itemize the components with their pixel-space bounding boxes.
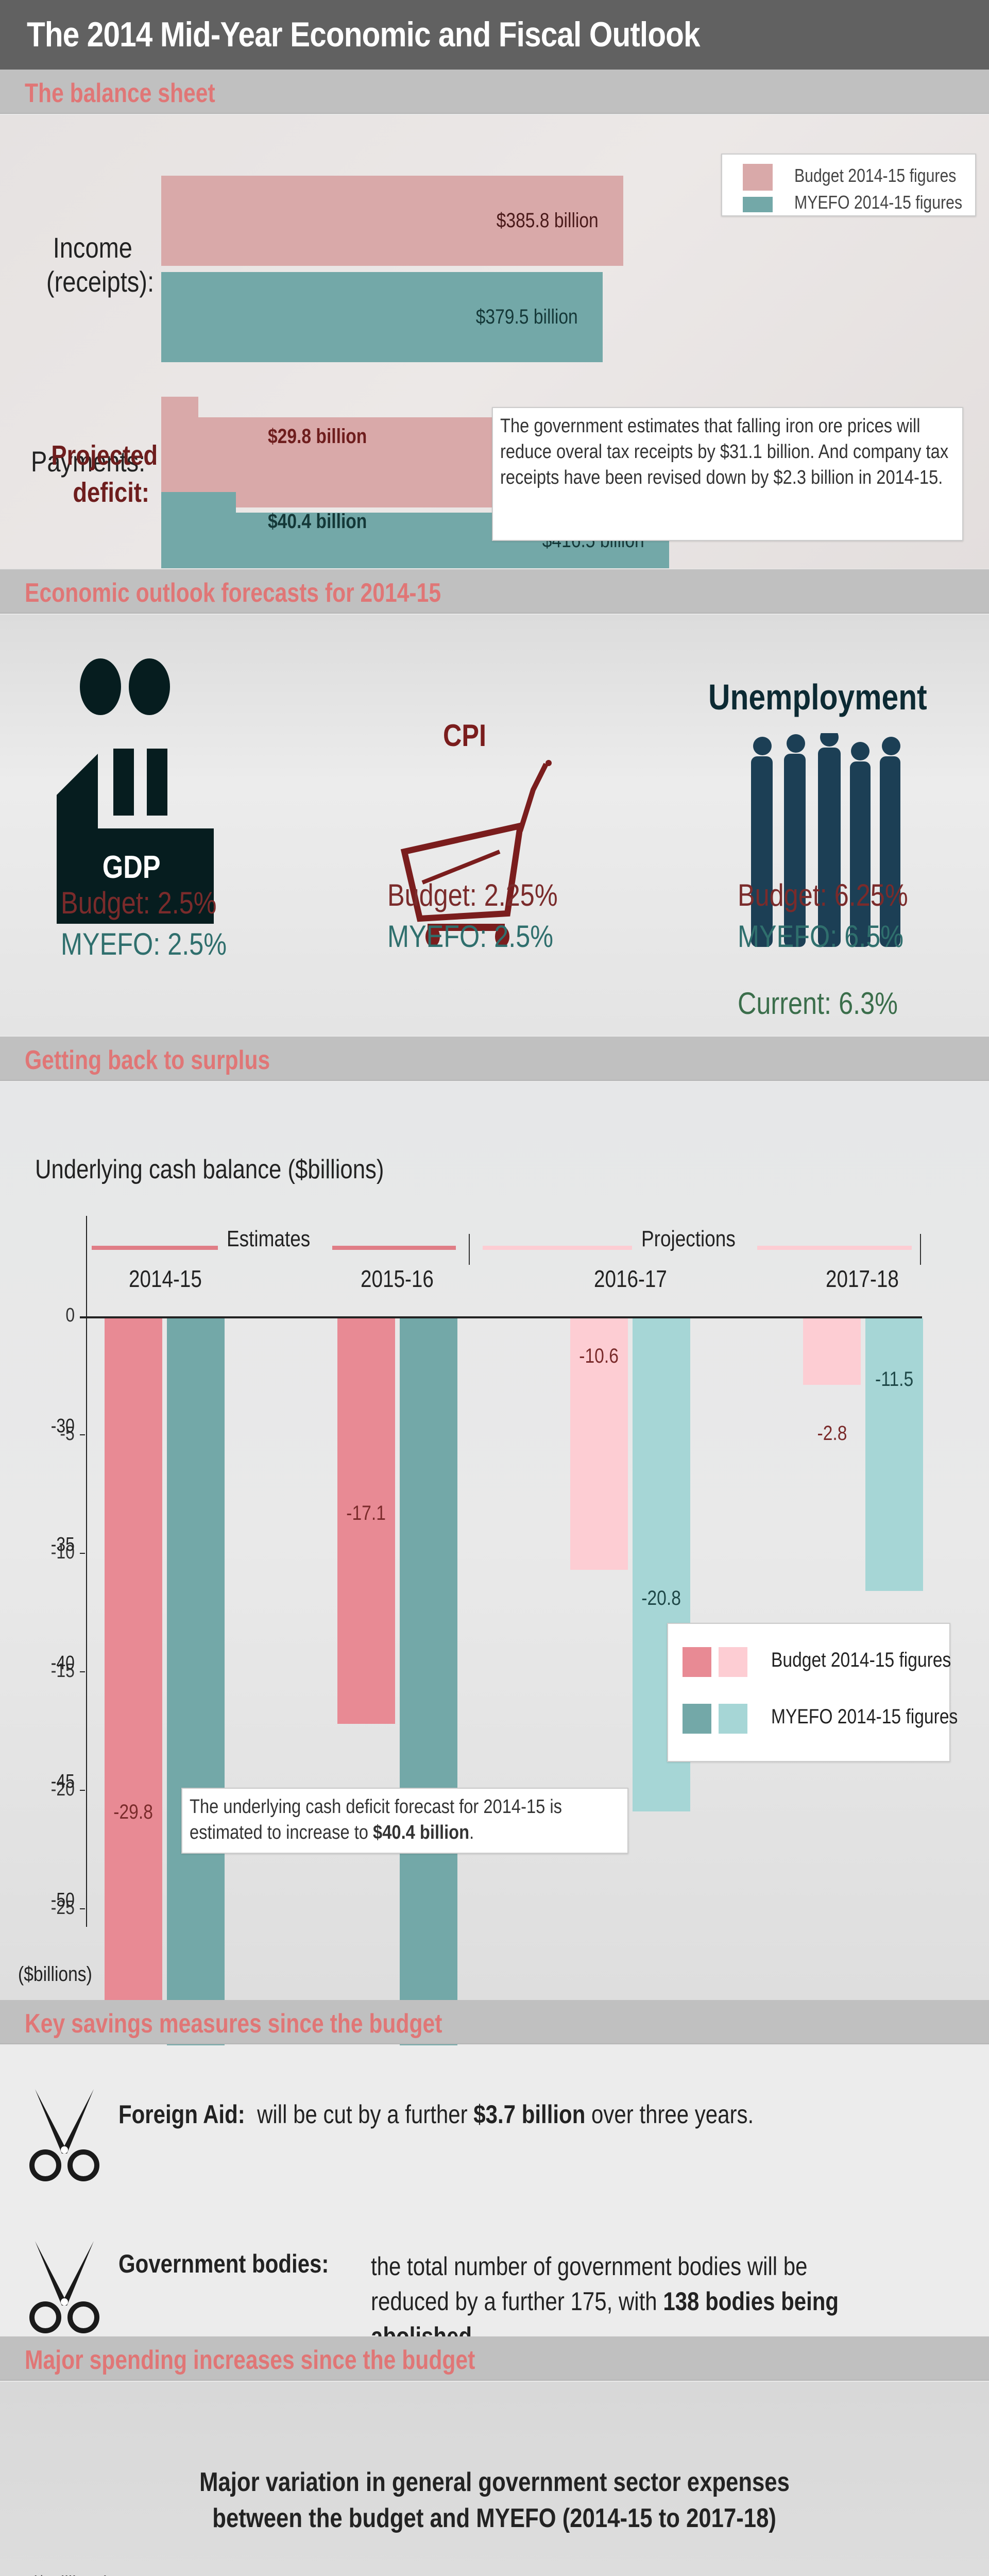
deficit-myefo-bar [161,492,236,567]
zero-line [80,1316,922,1318]
bar-2017-18-myefo [865,1318,923,1591]
surplus-legend-myefo: MYEFO 2014-15 figures [771,1705,958,1728]
shopping-cart-icon [400,760,552,947]
estimates-label: Estimates [227,1226,311,1251]
section-header-economic-outlook: Economic outlook forecasts for 2014-15 [0,569,989,614]
category-2017-18: 2017-18 [826,1265,899,1292]
bar-2017-18-budget [803,1318,861,1385]
legend-label-budget: Budget 2014-15 figures [794,165,957,186]
payments-label: Payments: [31,445,146,478]
section-header-balance-sheet: The balance sheet [0,70,989,114]
economic-outlook-section: GDP Budget: 2.5% MYEFO: 2.5% CPI Budget:… [0,615,989,1036]
surplus-chart-title: Underlying cash balance ($billions) [35,1155,384,1184]
scissors-icon [29,2089,99,2181]
unemployment-forecasts: Budget: 6.25% MYEFO: 6.5% [738,878,908,954]
section-header-surplus: Getting back to surplus [0,1037,989,1081]
projections-label: Projections [641,1226,736,1251]
deficit-label: Projected deficit: [51,440,158,508]
balance-note: The government estimates that falling ir… [492,407,963,541]
income-label: Income (receipts): [46,231,155,298]
unemployment-current: Current: 6.3% [738,986,898,1021]
surplus-legend-budget: Budget 2014-15 figures [771,1649,951,1671]
section-header-spending: Major spending increases since the budge… [0,2336,989,2381]
section-header-savings: Key savings measures since the budget [0,2000,989,2044]
savings-item-government-bodies-title: Government bodies: [118,2249,329,2278]
y-axis [86,1216,87,1927]
savings-item-foreign-aid: Foreign Aid: will be cut by a further $3… [118,2100,754,2129]
category-2016-17: 2016-17 [594,1265,667,1292]
unemployment-icon-label: Unemployment [708,677,927,717]
queue-of-people-icon [751,733,900,947]
gdp-icon-label: GDP [102,850,161,885]
legend-swatch-myefo [743,197,773,212]
page-title: The 2014 Mid-Year Economic and Fiscal Ou… [27,15,701,54]
spending-section: Major variation in general government se… [0,2382,989,2576]
gdp-forecasts: Budget: 2.5% MYEFO: 2.5% [61,886,227,961]
savings-section: Foreign Aid: will be cut by a further $3… [0,2045,989,2351]
income-myefo-bar: $379.5 billion [161,272,603,362]
deficit-budget-bar [161,397,198,487]
bar-2015-16-myefo [400,1318,457,2058]
legend-swatch-budget [743,164,773,191]
cpi-icon-label: CPI [443,718,487,753]
category-2014-15: 2014-15 [129,1265,202,1292]
balance-legend: Budget 2014-15 figures MYEFO 2014-15 fig… [721,154,976,216]
scissors-icon [29,2241,99,2333]
cpi-forecasts: Budget: 2.25% MYEFO: 2.5% [387,878,558,954]
spending-unit-label: ($millions) [31,2572,125,2576]
surplus-legend: Budget 2014-15 figures MYEFO 2014-15 fig… [667,1623,958,1762]
surplus-chart-overlay: -29.8 -40.4 -17.1 -31.2 -10.6 -20.8 -2.8… [113,1345,914,2081]
deficit-budget-value: $29.8 billion [268,425,367,448]
surplus-section: Underlying cash balance ($billions) Esti… [0,1082,989,2276]
category-2015-16: 2015-16 [361,1265,434,1292]
bar-2014-15-budget [105,1318,162,2024]
bar-2015-16-budget [337,1318,395,1724]
bar-2016-17-budget [570,1318,628,1570]
surplus-note: The underlying cash deficit forecast for… [181,1788,628,1854]
income-budget-bar: $385.8 billion [161,176,623,266]
deficit-myefo-value: $40.4 billion [268,510,367,533]
spending-chart-title: Major variation in general government se… [199,2467,790,2533]
surplus-unit-label: ($billions) [18,1963,92,1986]
legend-label-myefo: MYEFO 2014-15 figures [794,192,963,213]
factory-icon [57,658,214,924]
title-bar: The 2014 Mid-Year Economic and Fiscal Ou… [0,0,989,70]
